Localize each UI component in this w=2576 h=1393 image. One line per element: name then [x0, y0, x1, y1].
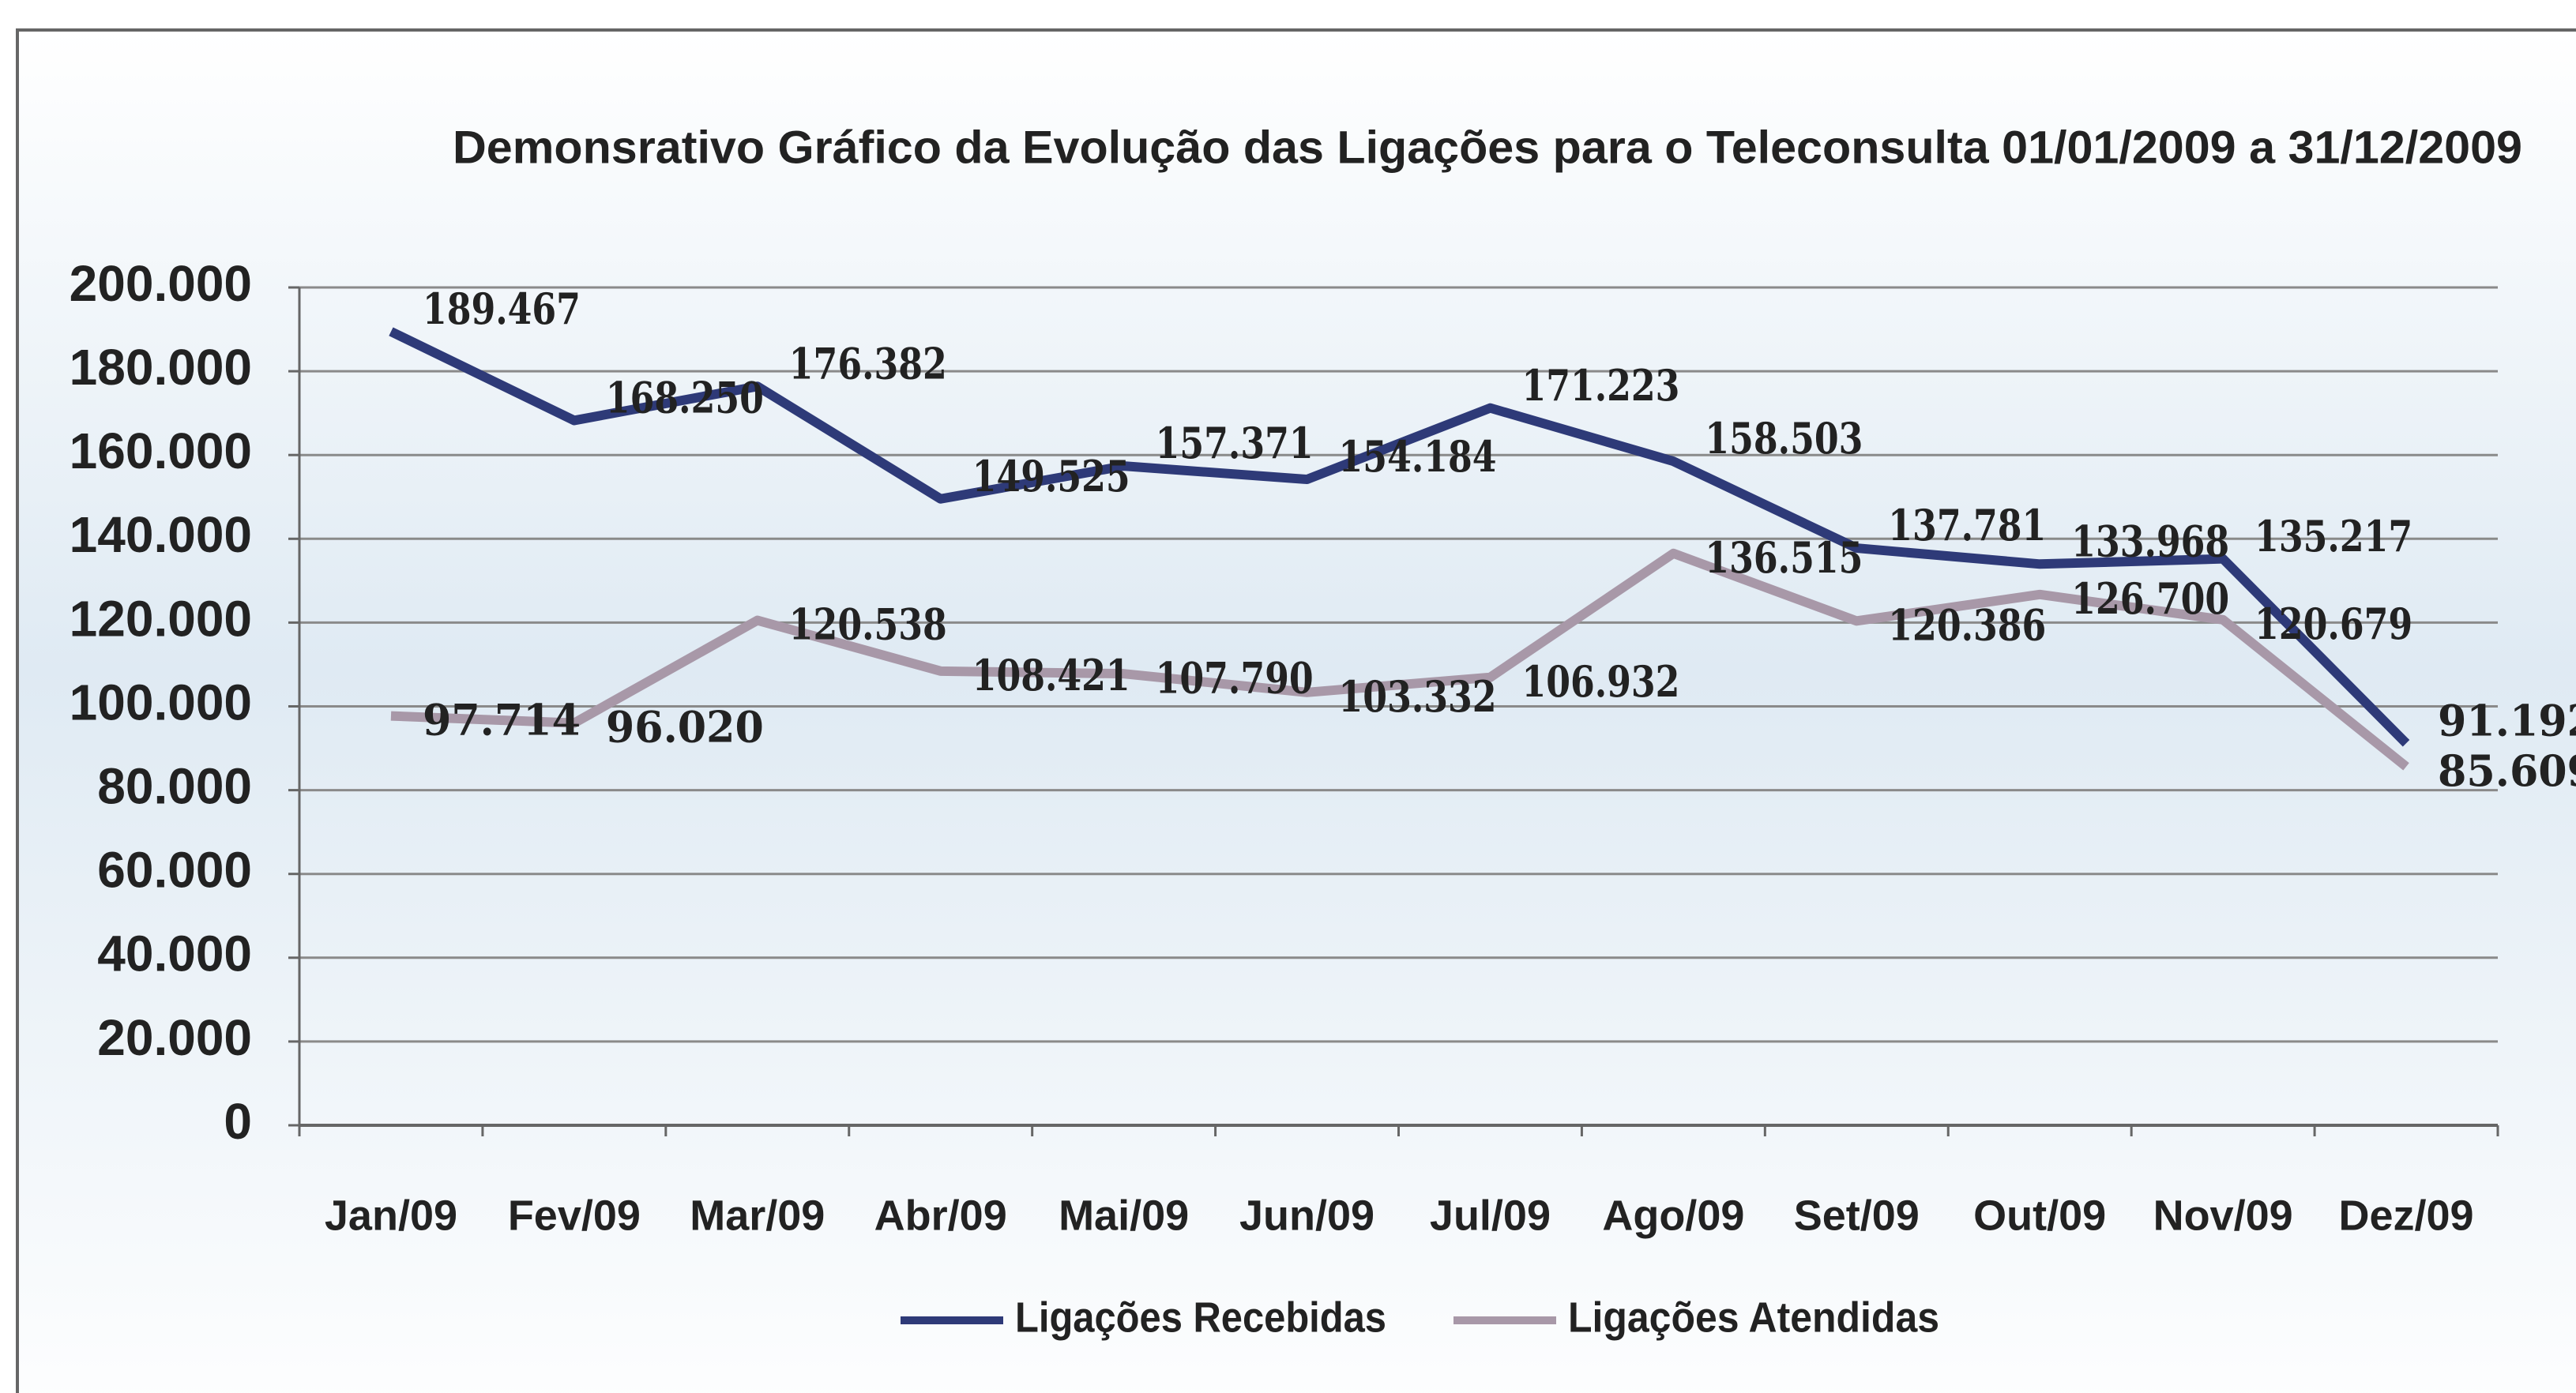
data-label: 120.538: [789, 599, 947, 650]
x-tick-label: Ago/09: [1602, 1192, 1744, 1239]
y-tick-label: 20.000: [97, 1009, 252, 1066]
x-tick-label: Mai/09: [1059, 1192, 1189, 1239]
data-label: 154.184: [1339, 431, 1497, 482]
legend-label: Ligações Recebidas: [1015, 1294, 1386, 1341]
chart-title: Demonsrativo Gráfico da Evolução das Lig…: [453, 122, 2522, 173]
y-tick-label: 40.000: [97, 926, 252, 982]
data-label: 176.382: [789, 338, 947, 389]
legend-label: Ligações Atendidas: [1568, 1294, 1939, 1341]
data-label: 133.968: [2071, 516, 2229, 566]
x-tick-label: Out/09: [1973, 1192, 2106, 1239]
x-tick-label: Jun/09: [1239, 1192, 1374, 1239]
data-label: 108.421: [972, 650, 1130, 700]
data-label: 85.609: [2438, 745, 2576, 796]
data-label: 168.250: [606, 373, 764, 423]
data-label: 157.371: [1156, 418, 1314, 468]
data-label: 91.192: [2438, 695, 2576, 745]
x-tick-label: Abr/09: [874, 1192, 1007, 1239]
data-label: 97.714: [423, 695, 581, 745]
x-tick-label: Mar/09: [690, 1192, 825, 1239]
series-line: [390, 548, 2409, 771]
data-label: 96.020: [606, 702, 764, 753]
data-label: 189.467: [423, 283, 581, 334]
data-label: 149.525: [972, 451, 1130, 501]
data-label: 120.386: [1888, 599, 2046, 650]
y-tick-label: 100.000: [70, 674, 252, 730]
x-tick-label: Jul/09: [1430, 1192, 1551, 1239]
x-tick-label: Fev/09: [508, 1192, 641, 1239]
y-tick-label: 180.000: [70, 339, 252, 396]
data-label: 120.679: [2254, 599, 2412, 649]
data-label: 107.790: [1156, 652, 1314, 703]
y-tick-label: 200.000: [70, 255, 252, 312]
y-tick-label: 80.000: [97, 758, 252, 815]
x-tick-label: Set/09: [1794, 1192, 1920, 1239]
y-tick-label: 140.000: [70, 506, 252, 563]
x-tick-label: Nov/09: [2153, 1192, 2293, 1239]
x-tick-label: Dez/09: [2338, 1192, 2473, 1239]
y-tick-label: 0: [224, 1093, 252, 1150]
data-label: 136.515: [1705, 532, 1863, 583]
y-tick-label: 120.000: [70, 590, 252, 647]
data-label: 135.217: [2254, 511, 2412, 561]
data-label: 106.932: [1521, 656, 1679, 707]
y-tick-label: 60.000: [97, 842, 252, 899]
data-label: 103.332: [1339, 671, 1497, 722]
chart-frame: [16, 28, 2576, 1393]
data-label: 158.503: [1705, 413, 1863, 464]
data-label: 126.700: [2071, 573, 2229, 624]
y-tick-label: 160.000: [70, 422, 252, 479]
data-label: 171.223: [1521, 360, 1679, 411]
series-line: [389, 327, 2410, 747]
data-label: 137.781: [1888, 500, 2046, 550]
x-tick-label: Jan/09: [325, 1192, 457, 1239]
